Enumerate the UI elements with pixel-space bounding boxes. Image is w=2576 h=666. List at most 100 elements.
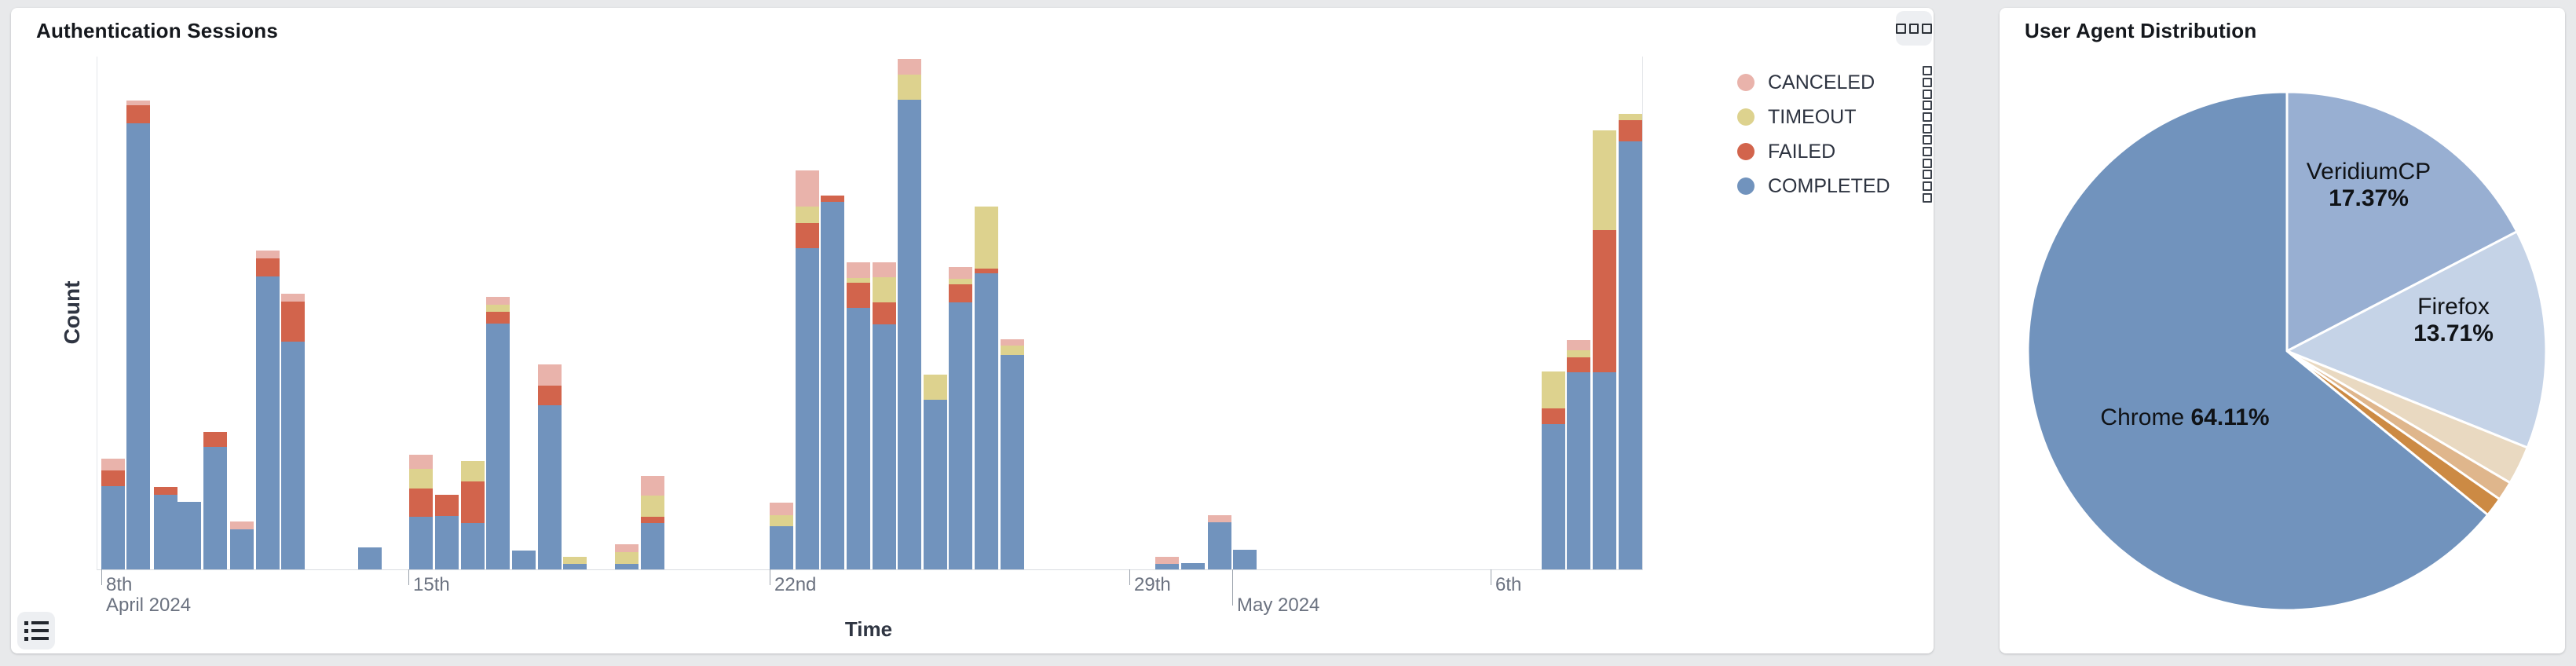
completed-segment[interactable] <box>512 551 536 569</box>
drag-handle-icon[interactable] <box>1923 135 1932 168</box>
stacked-bar[interactable] <box>615 544 639 569</box>
drag-handle-icon[interactable] <box>1923 66 1932 99</box>
drag-handle-icon[interactable] <box>1923 170 1932 203</box>
stacked-bar[interactable] <box>1233 550 1257 569</box>
canceled-segment[interactable] <box>1155 557 1179 564</box>
stacked-bar[interactable] <box>641 476 664 569</box>
stacked-bar[interactable] <box>949 267 972 569</box>
completed-segment[interactable] <box>641 523 664 569</box>
completed-segment[interactable] <box>821 202 844 569</box>
completed-segment[interactable] <box>409 517 433 569</box>
stacked-bar[interactable] <box>512 551 536 569</box>
canceled-segment[interactable] <box>1567 340 1590 350</box>
timeout-segment[interactable] <box>1619 114 1642 120</box>
failed-segment[interactable] <box>281 302 305 342</box>
completed-segment[interactable] <box>126 123 150 569</box>
timeout-segment[interactable] <box>949 279 972 284</box>
pie-slice-veridiumcp[interactable] <box>2285 90 2519 353</box>
stacked-bar[interactable] <box>256 251 280 569</box>
failed-segment[interactable] <box>486 312 510 324</box>
stacked-bar[interactable] <box>873 262 896 569</box>
canceled-segment[interactable] <box>256 251 280 258</box>
completed-segment[interactable] <box>770 526 793 569</box>
stacked-bar[interactable] <box>177 502 201 569</box>
drag-handle-icon[interactable] <box>1923 101 1932 134</box>
stacked-bar[interactable] <box>1593 130 1616 569</box>
failed-segment[interactable] <box>847 283 870 308</box>
completed-segment[interactable] <box>1233 550 1257 569</box>
stacked-bar[interactable] <box>203 432 227 569</box>
completed-segment[interactable] <box>949 302 972 569</box>
timeout-segment[interactable] <box>898 75 921 100</box>
canceled-segment[interactable] <box>796 170 819 207</box>
completed-segment[interactable] <box>1567 372 1590 569</box>
completed-segment[interactable] <box>873 324 896 569</box>
timeout-segment[interactable] <box>486 305 510 312</box>
failed-segment[interactable] <box>126 105 150 123</box>
completed-segment[interactable] <box>847 308 870 569</box>
canceled-segment[interactable] <box>898 59 921 75</box>
completed-segment[interactable] <box>256 276 280 569</box>
timeout-segment[interactable] <box>847 278 870 283</box>
timeout-segment[interactable] <box>1542 371 1565 408</box>
completed-segment[interactable] <box>1542 424 1565 569</box>
legend-toggle-button[interactable] <box>17 612 55 650</box>
stacked-bar[interactable] <box>230 521 254 569</box>
failed-segment[interactable] <box>1619 120 1642 141</box>
completed-segment[interactable] <box>975 273 998 569</box>
timeout-segment[interactable] <box>873 277 896 302</box>
stacked-bar[interactable] <box>924 375 947 569</box>
timeout-segment[interactable] <box>563 557 587 564</box>
completed-segment[interactable] <box>898 100 921 569</box>
canceled-segment[interactable] <box>770 503 793 515</box>
stacked-bar[interactable] <box>1155 557 1179 569</box>
completed-segment[interactable] <box>1593 372 1616 569</box>
failed-segment[interactable] <box>949 284 972 302</box>
stacked-bar[interactable] <box>409 455 433 569</box>
timeout-segment[interactable] <box>409 469 433 489</box>
completed-segment[interactable] <box>796 248 819 569</box>
canceled-segment[interactable] <box>126 101 150 105</box>
stacked-bar[interactable] <box>435 495 459 569</box>
stacked-bar[interactable] <box>898 59 921 569</box>
legend-item-completed[interactable]: COMPLETED <box>1737 169 1932 203</box>
card-menu-button[interactable] <box>1896 11 1933 46</box>
pie-slice-firefox[interactable] <box>2285 230 2548 449</box>
legend-item-failed[interactable]: FAILED <box>1737 134 1932 169</box>
completed-segment[interactable] <box>924 400 947 569</box>
stacked-bar[interactable] <box>796 170 819 569</box>
legend-item-canceled[interactable]: CANCELED <box>1737 65 1932 100</box>
canceled-segment[interactable] <box>409 455 433 469</box>
timeout-segment[interactable] <box>615 552 639 564</box>
legend-item-timeout[interactable]: TIMEOUT <box>1737 100 1932 134</box>
failed-segment[interactable] <box>461 481 485 523</box>
completed-segment[interactable] <box>538 405 562 569</box>
failed-segment[interactable] <box>1567 357 1590 372</box>
failed-segment[interactable] <box>101 470 125 486</box>
stacked-bar[interactable] <box>486 297 510 569</box>
timeout-segment[interactable] <box>1567 350 1590 357</box>
stacked-bar[interactable] <box>538 364 562 569</box>
timeout-segment[interactable] <box>1001 346 1024 355</box>
completed-segment[interactable] <box>1181 563 1205 569</box>
stacked-bar[interactable] <box>101 459 125 569</box>
completed-segment[interactable] <box>486 324 510 569</box>
canceled-segment[interactable] <box>615 544 639 552</box>
pie-chart[interactable] <box>2000 8 2565 653</box>
stacked-bar[interactable] <box>1208 515 1231 569</box>
completed-segment[interactable] <box>615 564 639 569</box>
completed-segment[interactable] <box>358 547 382 569</box>
stacked-bar[interactable] <box>563 557 587 569</box>
canceled-segment[interactable] <box>538 364 562 386</box>
failed-segment[interactable] <box>435 495 459 516</box>
canceled-segment[interactable] <box>873 262 896 277</box>
canceled-segment[interactable] <box>1208 515 1231 522</box>
stacked-bar[interactable] <box>126 101 150 569</box>
canceled-segment[interactable] <box>486 297 510 305</box>
canceled-segment[interactable] <box>101 459 125 470</box>
timeout-segment[interactable] <box>796 207 819 223</box>
failed-segment[interactable] <box>256 258 280 276</box>
stacked-bar[interactable] <box>1567 340 1590 569</box>
stacked-bar[interactable] <box>461 461 485 569</box>
canceled-segment[interactable] <box>847 262 870 278</box>
